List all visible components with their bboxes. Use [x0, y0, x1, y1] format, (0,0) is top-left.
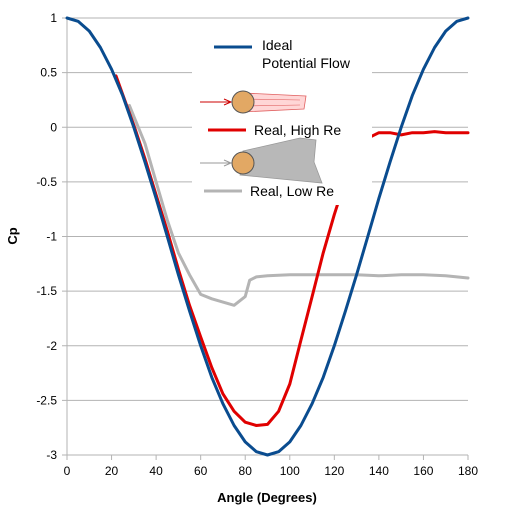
y-tick-label: -3 [46, 448, 57, 462]
x-tick-label: 180 [458, 464, 478, 478]
x-tick-label: 140 [369, 464, 389, 478]
series-line-real-low-re [127, 103, 470, 307]
x-tick-label: 20 [105, 464, 119, 478]
cylinder-high-re-icon [200, 90, 307, 114]
legend-label-low-re: Real, Low Re [250, 183, 334, 199]
y-tick-label: -1 [46, 230, 57, 244]
series-lines [65, 16, 470, 457]
x-tick-label: 80 [239, 464, 253, 478]
y-tick-label: 1 [50, 11, 57, 25]
x-tick-label: 120 [324, 464, 344, 478]
tick-labels: 1 0.5 0 -0.5 -1 -1.5 -2 -2.5 -3 0 20 40 60 80 100 120 14… [36, 11, 478, 478]
legend-label-ideal-line1: Ideal [262, 37, 292, 53]
x-tick-label: 0 [64, 464, 71, 478]
y-tick-label: -2.5 [36, 393, 57, 407]
x-axis-title: Angle (Degrees) [217, 490, 317, 505]
legend-label-ideal-line2: Potential Flow [262, 55, 351, 71]
x-tick-label: 60 [194, 464, 208, 478]
legend-label-high-re: Real, High Re [254, 122, 341, 138]
y-tick-label: 0.5 [40, 66, 57, 80]
legend: Ideal Potential Flow Real, High Re Real,… [192, 33, 372, 205]
series-line-real-high-re [114, 74, 470, 427]
y-tick-label: -0.5 [36, 175, 57, 189]
y-axis-title: Cp [5, 227, 20, 244]
y-tick-label: -2 [46, 339, 57, 353]
cylinder-low-re-icon [200, 137, 323, 184]
x-tick-label: 100 [280, 464, 300, 478]
y-tick-label: -1.5 [36, 284, 57, 298]
x-tick-label: 160 [413, 464, 433, 478]
x-tick-label: 40 [149, 464, 163, 478]
series-line-ideal-potential-flow [65, 16, 470, 457]
y-tick-label: 0 [50, 120, 57, 134]
